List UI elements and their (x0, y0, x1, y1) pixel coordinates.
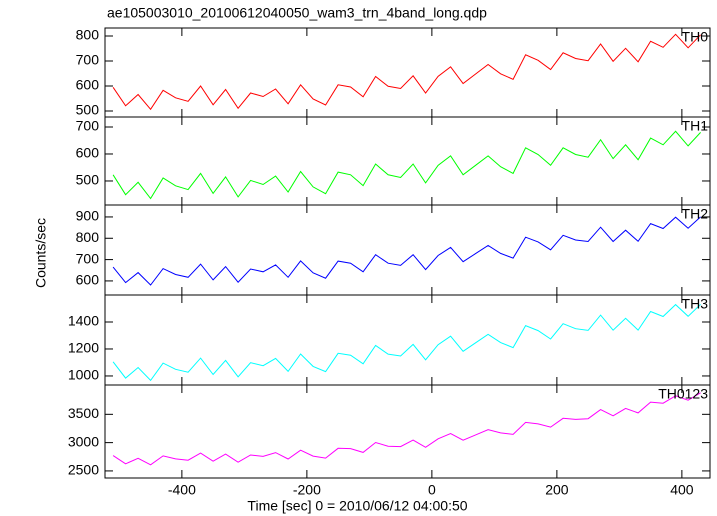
panel-frame (104, 116, 711, 206)
y-tick-label: 800 (76, 229, 100, 245)
y-tick-label: 700 (76, 250, 100, 266)
x-tick-label: 200 (545, 482, 569, 498)
y-tick-label: 600 (76, 145, 100, 161)
panel-frame (104, 27, 711, 118)
y-tick-label: 600 (76, 272, 100, 288)
y-tick-label: 700 (76, 52, 100, 68)
y-tick-label: 600 (76, 77, 100, 93)
x-tick-label: 400 (670, 482, 694, 498)
y-tick-label: 500 (76, 172, 100, 188)
x-tick-label: -400 (168, 482, 196, 498)
x-tick-label: 0 (428, 482, 436, 498)
y-axis-label: Counts/sec (33, 218, 49, 288)
y-tick-label: 1200 (68, 340, 99, 356)
data-line (112, 392, 701, 466)
y-tick-label: 1000 (68, 367, 99, 383)
panel-frame (104, 204, 711, 296)
y-tick-label: 500 (76, 102, 100, 118)
x-axis-label: Time [sec] 0 = 2010/06/12 04:00:50 (247, 498, 467, 514)
legend-label: TH3 (682, 296, 709, 312)
legend-label: TH0 (682, 29, 709, 45)
y-tick-label: 3500 (68, 405, 99, 421)
data-line (112, 33, 701, 111)
panel-frame (104, 384, 711, 479)
data-line (112, 216, 701, 286)
panel-frame (104, 294, 711, 386)
legend-label: TH1 (682, 118, 709, 134)
y-tick-label: 800 (76, 27, 100, 43)
y-tick-label: 700 (76, 118, 100, 134)
chart-title: ae105003010_20100612040050_wam3_trn_4ban… (107, 5, 487, 21)
data-line (112, 303, 701, 382)
legend-label: TH0123 (658, 386, 708, 402)
y-tick-label: 1400 (68, 313, 99, 329)
y-tick-label: 900 (76, 208, 100, 224)
data-line (112, 130, 701, 200)
y-tick-label: 3000 (68, 433, 99, 449)
y-tick-label: 2500 (68, 462, 99, 478)
legend-label: TH2 (682, 206, 709, 222)
x-tick-label: -200 (293, 482, 321, 498)
